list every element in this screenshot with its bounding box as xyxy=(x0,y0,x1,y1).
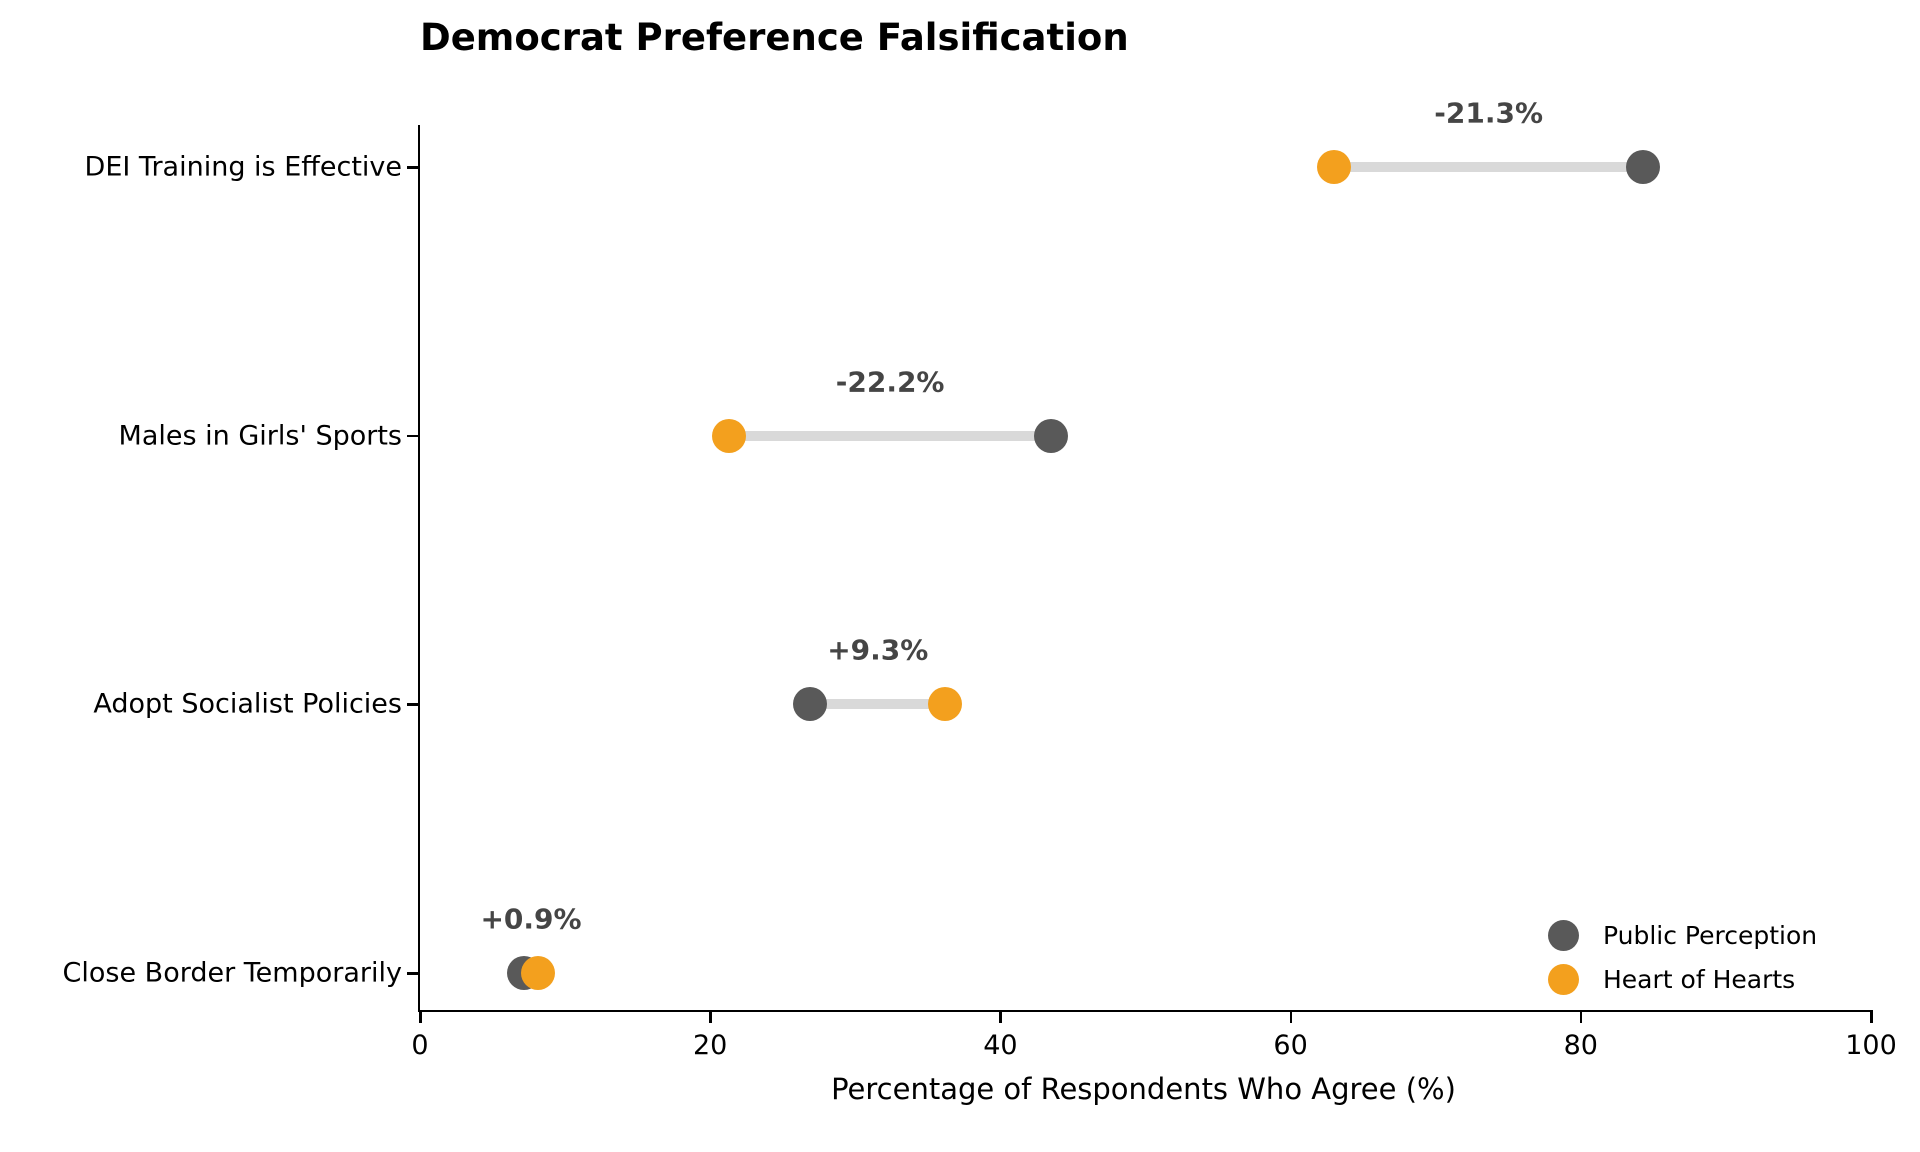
connector-line xyxy=(810,699,946,710)
x-tick xyxy=(1870,1010,1873,1023)
difference-label: -21.3% xyxy=(1434,96,1544,130)
legend-marker-icon xyxy=(1548,919,1579,951)
heart-of-hearts-dot xyxy=(928,687,963,722)
x-tick-label: 40 xyxy=(983,1030,1018,1061)
x-tick xyxy=(419,1010,422,1023)
y-axis-label: Close Border Temporarily xyxy=(62,957,402,989)
y-tick xyxy=(407,972,420,975)
heart-of-hearts-dot xyxy=(520,956,555,990)
difference-label: +9.3% xyxy=(827,633,929,667)
y-tick xyxy=(407,166,420,169)
legend-label: Public Perception xyxy=(1603,920,1818,950)
public-perception-dot xyxy=(793,687,828,722)
connector-line xyxy=(729,430,1052,441)
x-tick-label: 20 xyxy=(693,1030,728,1061)
x-tick-label: 60 xyxy=(1273,1030,1308,1061)
x-tick-label: 100 xyxy=(1845,1030,1897,1061)
x-tick xyxy=(999,1010,1002,1023)
legend-label: Heart of Hearts xyxy=(1603,964,1796,994)
y-axis-label: Adopt Socialist Policies xyxy=(93,688,402,720)
legend-item: Heart of Hearts xyxy=(1548,959,1817,999)
difference-label: -22.2% xyxy=(835,365,945,399)
y-tick xyxy=(407,703,420,706)
connector-line xyxy=(1334,162,1644,172)
heart-of-hearts-dot xyxy=(712,418,747,453)
y-axis-label: DEI Training is Effective xyxy=(84,151,402,183)
public-perception-dot xyxy=(1626,150,1661,184)
x-tick-label: 80 xyxy=(1563,1030,1598,1061)
x-tick xyxy=(1579,1010,1583,1023)
x-axis-title: Percentage of Respondents Who Agree (%) xyxy=(831,1072,1456,1106)
heart-of-hearts-dot xyxy=(1317,150,1352,184)
legend: Public Perception Heart of Hearts xyxy=(1548,915,1817,999)
legend-item: Public Perception xyxy=(1548,915,1817,955)
x-tick xyxy=(709,1010,712,1023)
plot-area: Public Perception Heart of Hearts 0 20 40 60… xyxy=(63,97,1897,1062)
public-perception-dot xyxy=(1034,418,1069,453)
y-axis-label: Males in Girls' Sports xyxy=(118,420,402,452)
legend-marker-icon xyxy=(1548,963,1579,995)
y-tick xyxy=(407,434,420,438)
x-tick xyxy=(1289,1010,1293,1023)
difference-label: +0.9% xyxy=(480,902,582,936)
x-tick-label: 0 xyxy=(411,1030,429,1061)
chart-title: Democrat Preference Falsification xyxy=(420,16,1129,59)
